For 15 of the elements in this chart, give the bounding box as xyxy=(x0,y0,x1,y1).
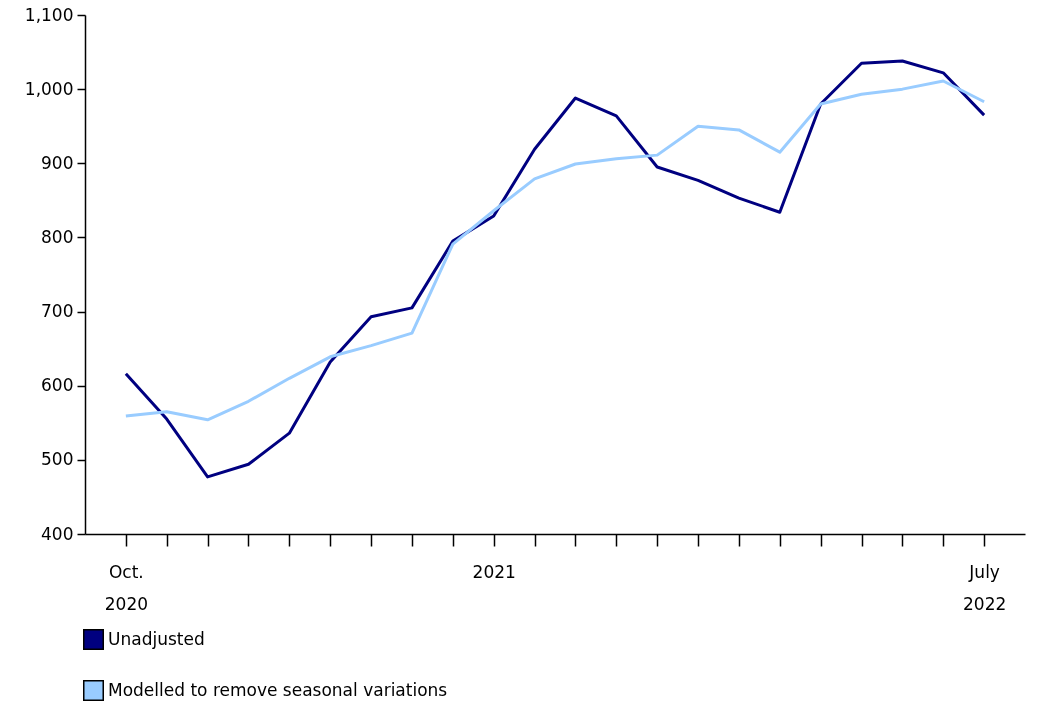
y-tick-label: 1,100 xyxy=(24,4,74,25)
x-tick-label: 2021 xyxy=(472,561,516,582)
y-tick-label: 900 xyxy=(41,152,74,173)
legend-label: Modelled to remove seasonal variations xyxy=(108,679,448,700)
x-tick-label: July 2022 xyxy=(963,561,1007,614)
y-tick-label: 600 xyxy=(41,375,74,396)
y-tick-label: 1,000 xyxy=(24,78,74,99)
line-series xyxy=(124,59,986,479)
line-series xyxy=(124,79,986,422)
x-tick-label: Oct. 2020 xyxy=(104,561,148,614)
y-tick-label: 700 xyxy=(41,301,74,322)
y-tick-label: 800 xyxy=(41,226,74,247)
y-tick-label: 500 xyxy=(41,449,74,470)
y-tick-label: 400 xyxy=(41,523,74,544)
legend-label: Unadjusted xyxy=(108,628,205,649)
